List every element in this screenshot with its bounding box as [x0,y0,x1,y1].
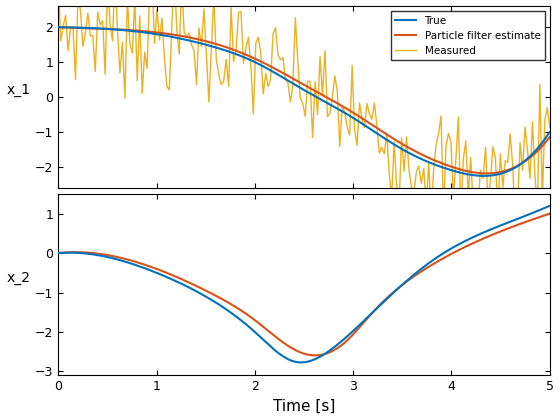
Line: Measured: Measured [58,0,550,223]
True [297,360,304,365]
Particle filter estimate [547,134,553,139]
Line: True: True [58,27,550,176]
True [272,70,278,75]
Legend: True, Particle filter estimate, Measured: True, Particle filter estimate, Measured [391,11,544,60]
Particle filter estimate [105,253,112,258]
Particle filter estimate [254,57,260,62]
Particle filter estimate [254,319,260,324]
True [254,60,260,66]
True [447,246,454,251]
True [272,348,278,353]
Particle filter estimate [447,252,454,257]
Particle filter estimate [438,161,445,166]
Y-axis label: x_1: x_1 [6,83,30,97]
Particle filter estimate [105,26,112,32]
True [447,168,454,173]
Particle filter estimate [447,164,454,169]
Measured [85,10,91,16]
True [105,26,112,32]
X-axis label: Time [s]: Time [s] [273,399,335,414]
Particle filter estimate [55,25,62,30]
True [55,251,62,256]
Line: Particle filter estimate: Particle filter estimate [58,27,550,173]
True [254,331,260,336]
Line: Particle filter estimate: Particle filter estimate [58,214,550,355]
Measured [547,125,553,130]
True [547,203,553,208]
True [393,288,400,293]
True [105,255,112,260]
Particle filter estimate [438,257,445,262]
Line: True: True [58,206,550,362]
Particle filter estimate [55,251,62,256]
True [547,129,553,134]
True [480,173,487,178]
Particle filter estimate [547,211,553,216]
Particle filter estimate [393,138,399,143]
Measured [188,42,195,47]
Measured [512,220,519,225]
True [438,252,445,257]
True [438,165,445,170]
Y-axis label: x_2: x_2 [6,270,30,285]
True [393,143,399,148]
Measured [526,176,533,181]
Particle filter estimate [272,66,278,71]
Particle filter estimate [312,353,319,358]
Particle filter estimate [272,333,278,339]
Particle filter estimate [483,171,490,176]
Particle filter estimate [393,287,400,292]
True [55,25,62,30]
Measured [507,131,514,136]
